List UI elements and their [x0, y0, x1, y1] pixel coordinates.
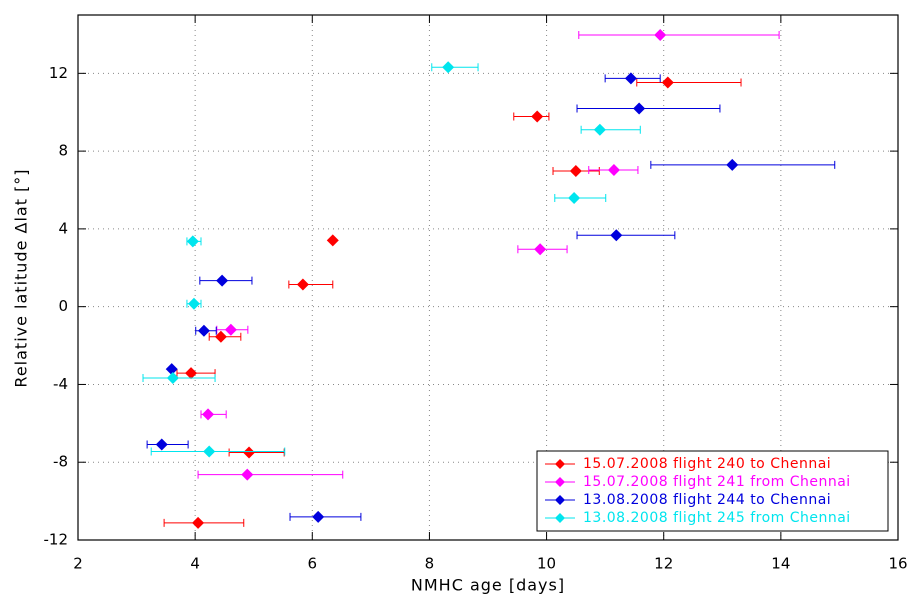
point [624, 72, 637, 85]
error-bar [576, 104, 721, 113]
legend-marker [555, 477, 565, 487]
y-tick-label: -4 [53, 375, 68, 393]
point [155, 438, 168, 451]
error-bar [580, 125, 641, 134]
point [312, 510, 325, 523]
point [185, 367, 198, 380]
error-bar [142, 374, 216, 383]
y-tick-label: 12 [49, 64, 68, 82]
error-bar [288, 280, 334, 289]
x-tick-label: 10 [537, 555, 556, 573]
point [568, 191, 581, 204]
point [726, 158, 739, 171]
error-bar [150, 447, 286, 456]
point [192, 516, 205, 529]
x-tick-label: 12 [654, 555, 673, 573]
legend-label: 13.08.2008 flight 244 to Chennai [583, 492, 831, 508]
legend-marker [555, 513, 565, 523]
error-bar [228, 448, 285, 457]
point [197, 324, 210, 337]
x-tick-label: 6 [308, 555, 318, 573]
y-tick-label: -12 [44, 531, 69, 549]
point [442, 61, 455, 74]
y-axis-label: Relative latitude Δlat [°] [12, 168, 31, 387]
point [202, 408, 215, 421]
y-tick-label: 8 [58, 142, 68, 160]
point [534, 243, 547, 256]
error-bar [578, 31, 780, 40]
point [654, 29, 667, 42]
point [531, 110, 544, 123]
point [296, 278, 309, 291]
error-bar [576, 231, 676, 240]
x-tick-label: 8 [425, 555, 435, 573]
x-tick-label: 14 [771, 555, 790, 573]
legend-marker [555, 495, 565, 505]
error-bar [554, 193, 607, 202]
y-tick-label: 0 [58, 297, 68, 315]
y-tick-label: -8 [53, 453, 68, 471]
x-axis-label: NMHC age [days] [411, 576, 565, 595]
point [610, 229, 623, 242]
point [224, 323, 237, 336]
error-bar [650, 160, 836, 169]
point [661, 76, 674, 89]
y-tick-label: 4 [58, 219, 68, 237]
x-tick-label: 4 [190, 555, 200, 573]
error-bar [197, 470, 344, 479]
legend-label: 15.07.2008 flight 240 to Chennai [583, 456, 831, 472]
point [216, 274, 229, 287]
point [569, 164, 582, 177]
x-tick-label: 2 [73, 555, 83, 573]
legend-marker [555, 459, 565, 469]
point [633, 102, 646, 115]
point [186, 235, 199, 248]
point [607, 163, 620, 176]
point [187, 297, 200, 310]
legend-label: 13.08.2008 flight 245 from Chennai [583, 510, 851, 526]
legend-box [536, 450, 889, 532]
point [243, 446, 256, 459]
error-bar [636, 78, 742, 87]
point [166, 372, 179, 385]
legend-label: 15.07.2008 flight 241 from Chennai [583, 474, 851, 490]
point [165, 363, 178, 376]
plot-frame [77, 14, 899, 541]
x-tick-label: 16 [888, 555, 907, 573]
point [241, 468, 254, 481]
error-bar [289, 512, 362, 521]
point [203, 445, 216, 458]
point [593, 123, 606, 136]
error-bar [431, 63, 479, 72]
point [326, 234, 339, 247]
point [214, 330, 227, 343]
